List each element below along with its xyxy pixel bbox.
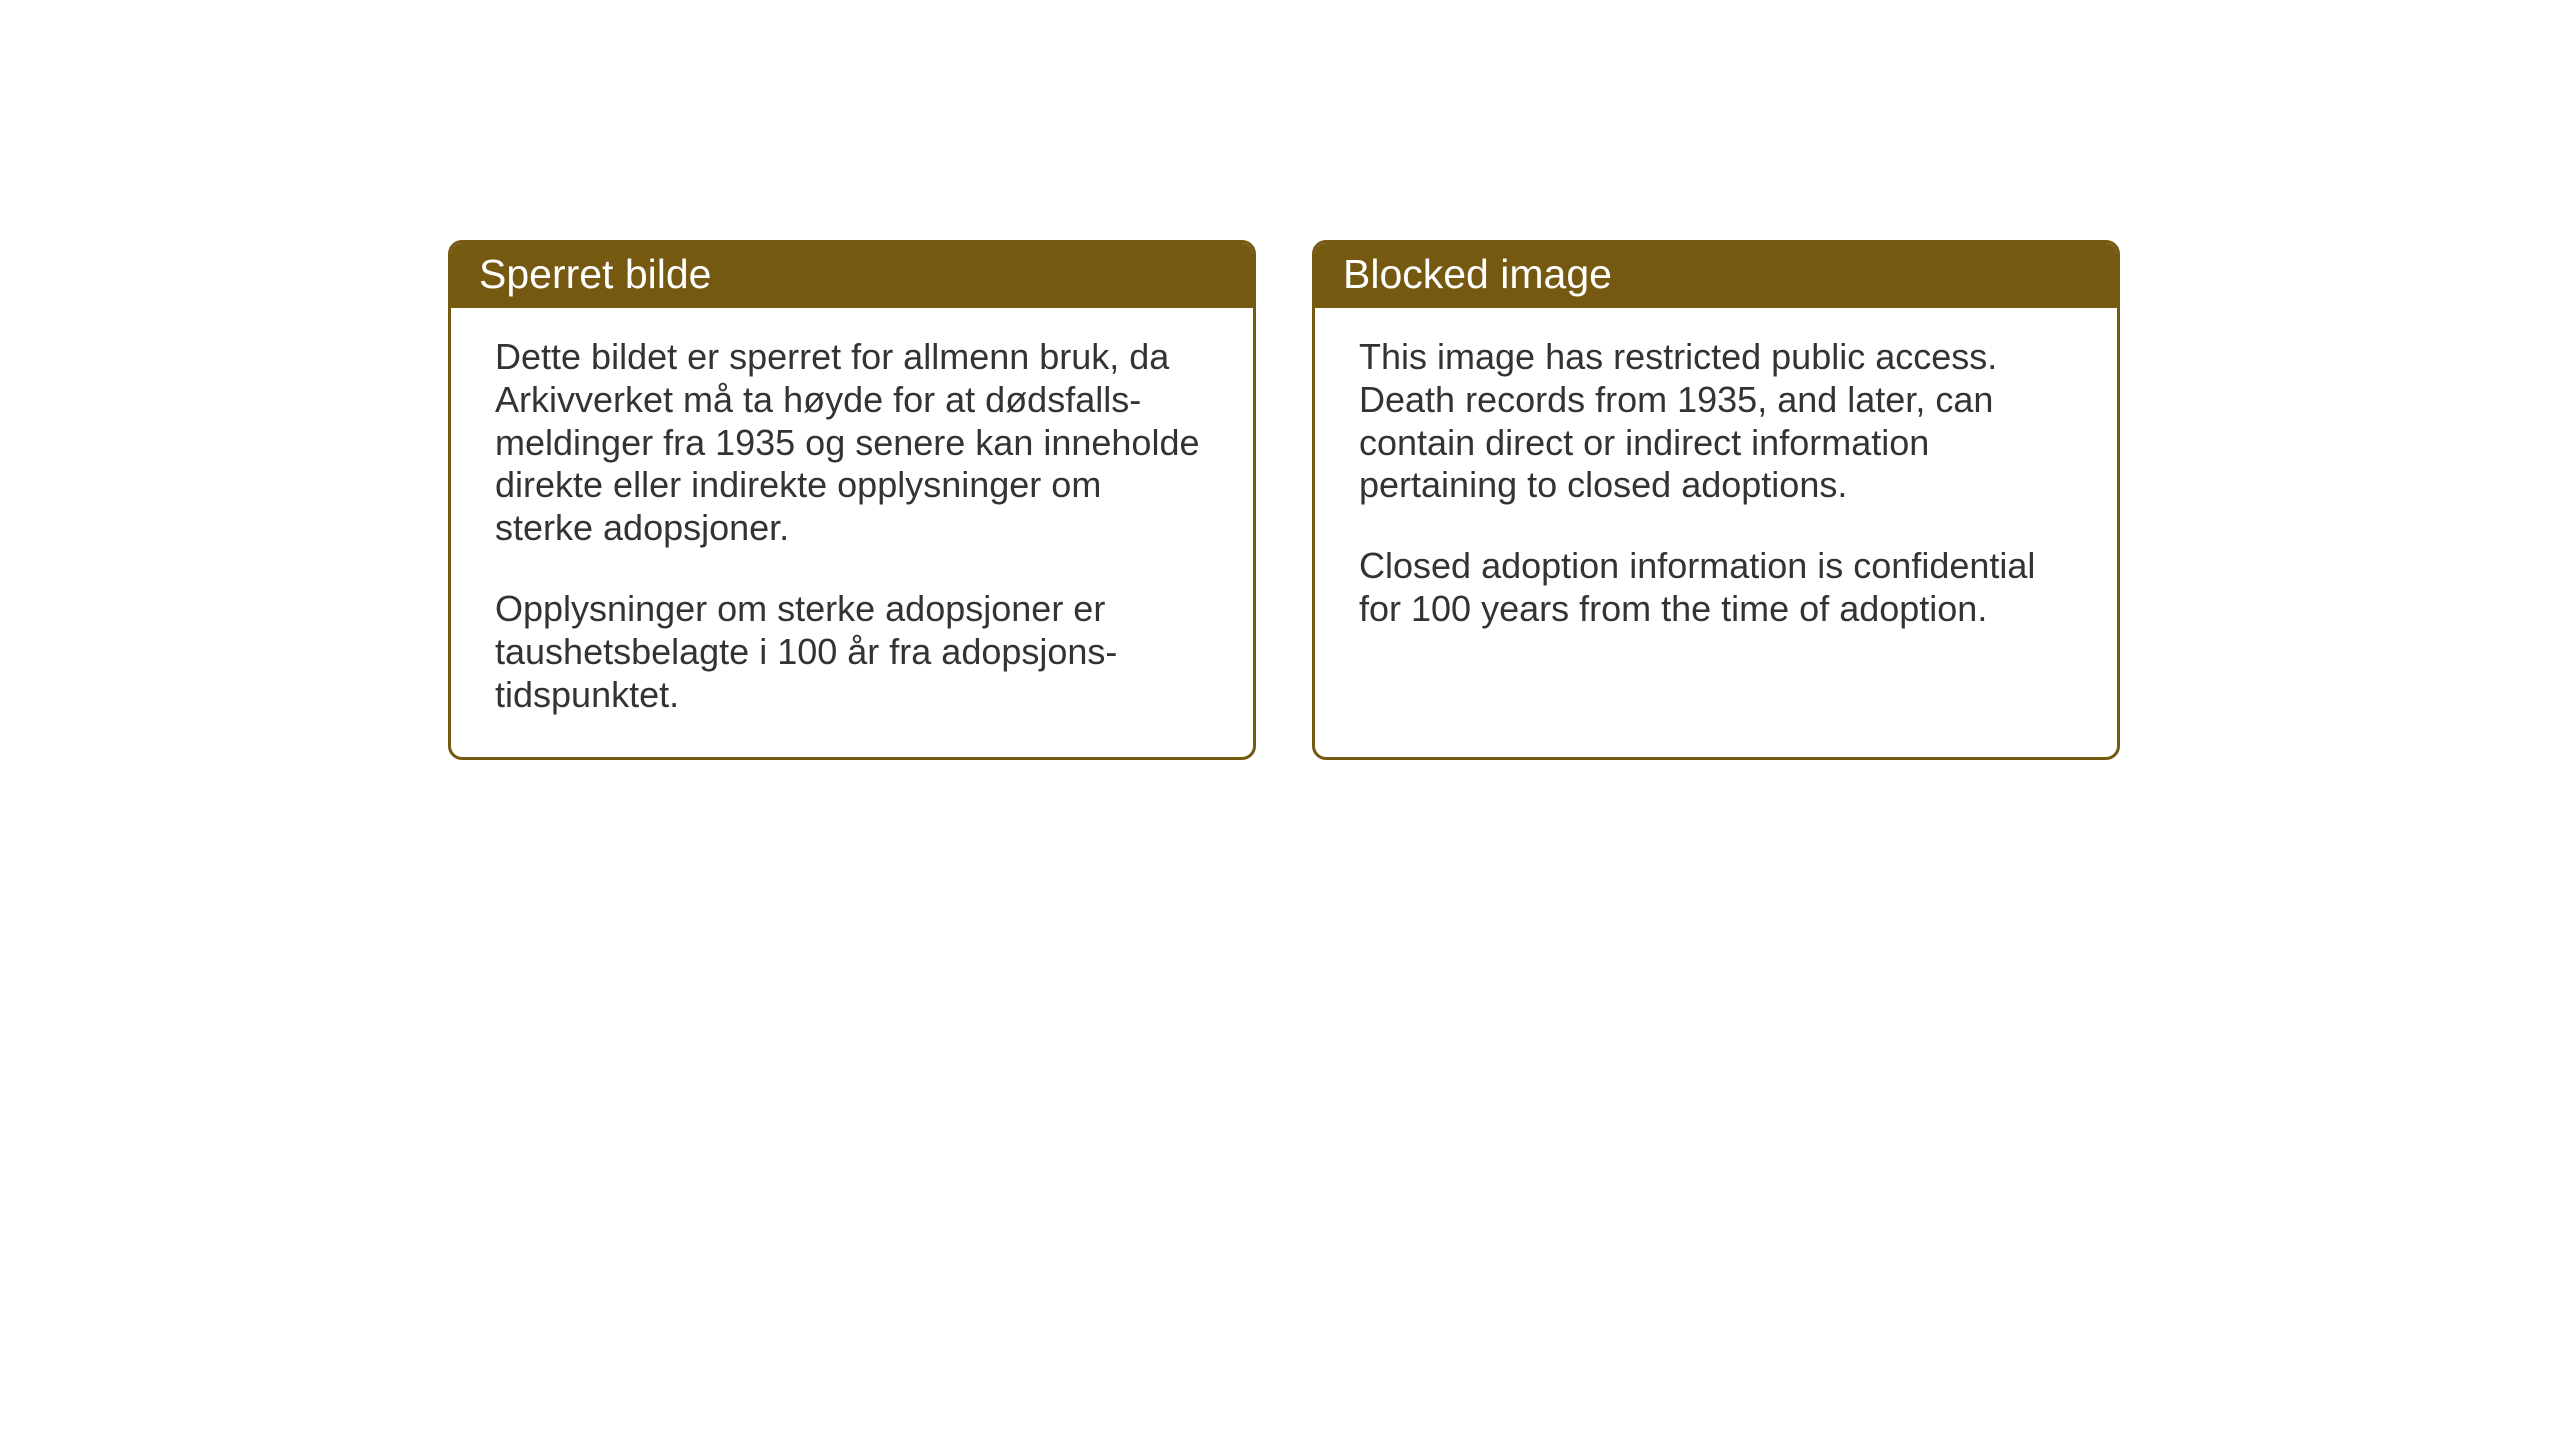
notice-para-2-norwegian: Opplysninger om sterke adopsjoner er tau…: [495, 588, 1209, 716]
notice-para-2-english: Closed adoption information is confident…: [1359, 545, 2073, 631]
notice-container: Sperret bilde Dette bildet er sperret fo…: [448, 240, 2120, 760]
notice-box-english: Blocked image This image has restricted …: [1312, 240, 2120, 760]
notice-header-norwegian: Sperret bilde: [451, 243, 1253, 308]
notice-body-norwegian: Dette bildet er sperret for allmenn bruk…: [451, 308, 1253, 757]
notice-para-1-norwegian: Dette bildet er sperret for allmenn bruk…: [495, 336, 1209, 550]
notice-body-english: This image has restricted public access.…: [1315, 308, 2117, 757]
notice-box-norwegian: Sperret bilde Dette bildet er sperret fo…: [448, 240, 1256, 760]
notice-header-english: Blocked image: [1315, 243, 2117, 308]
notice-para-1-english: This image has restricted public access.…: [1359, 336, 2073, 507]
